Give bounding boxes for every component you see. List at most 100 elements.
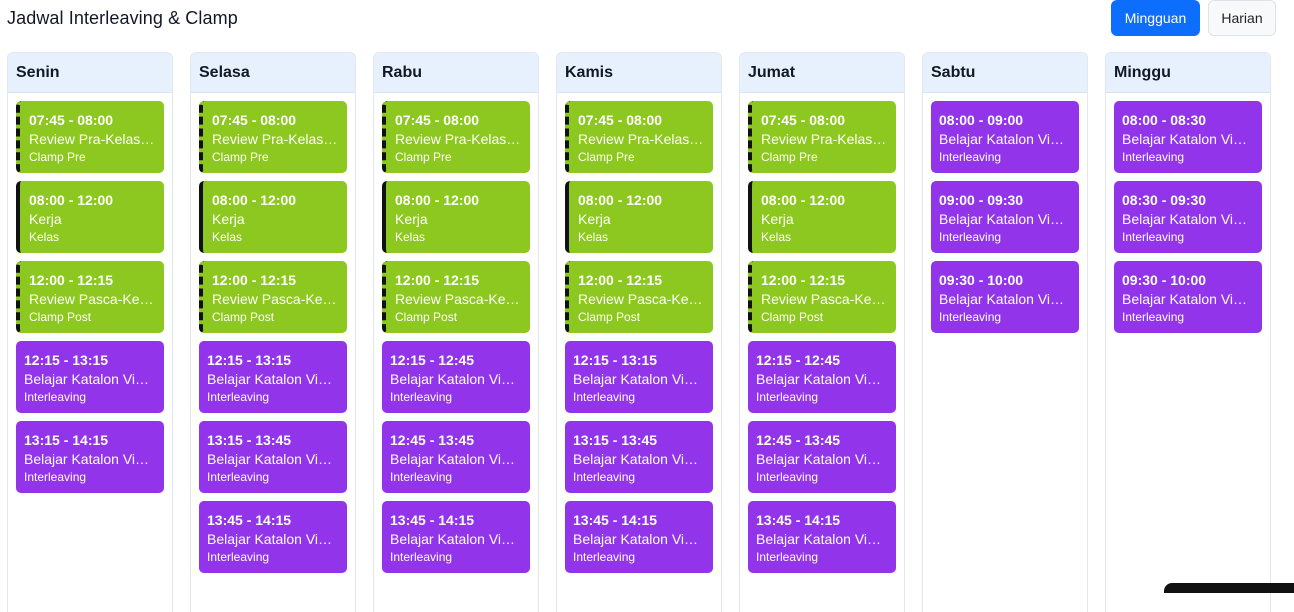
event-time: 08:00 - 12:00 (395, 191, 522, 209)
event-title: Review Pasca-Kelas... (212, 289, 339, 309)
event-title: Review Pra-Kelas K... (212, 129, 339, 149)
event-time: 12:15 - 13:15 (207, 351, 339, 369)
event-tag: Clamp Post (29, 309, 156, 325)
event-tag: Interleaving (756, 549, 888, 565)
event-title: Belajar Katalon Vide... (939, 289, 1071, 309)
event-time: 13:45 - 14:15 (207, 511, 339, 529)
event-title: Belajar Katalon Vide... (207, 529, 339, 549)
event-tag: Interleaving (573, 389, 705, 405)
event-title: Belajar Katalon Vide... (24, 369, 156, 389)
event-time: 13:15 - 13:45 (573, 431, 705, 449)
event-title: Belajar Katalon Vide... (390, 529, 522, 549)
event-tag: Interleaving (1122, 309, 1254, 325)
daily-view-button[interactable]: Harian (1208, 0, 1276, 36)
event-title: Belajar Katalon Vide... (756, 369, 888, 389)
day-header: Kamis (557, 53, 721, 93)
event-time: 07:45 - 08:00 (761, 111, 888, 129)
event-tag: Interleaving (1122, 149, 1254, 165)
event-tag: Interleaving (207, 549, 339, 565)
event-tag: Kelas (578, 229, 705, 245)
event-tag: Interleaving (939, 229, 1071, 245)
event-tag: Clamp Pre (212, 149, 339, 165)
event-time: 13:15 - 14:15 (24, 431, 156, 449)
event-title: Kerja (395, 209, 522, 229)
event-time: 12:15 - 12:45 (756, 351, 888, 369)
event-title: Review Pra-Kelas K... (578, 129, 705, 149)
event-tag: Interleaving (939, 309, 1071, 325)
day-header: Minggu (1106, 53, 1270, 93)
event-time: 08:30 - 09:30 (1122, 191, 1254, 209)
page-header: Jadwal Interleaving & Clamp Mingguan Har… (0, 0, 1294, 44)
event-tag: Kelas (212, 229, 339, 245)
event-time: 08:00 - 12:00 (761, 191, 888, 209)
event-time: 12:45 - 13:45 (390, 431, 522, 449)
event-title: Belajar Katalon Vide... (1122, 129, 1254, 149)
event-tag: Interleaving (24, 389, 156, 405)
event-title: Kerja (578, 209, 705, 229)
event-title: Belajar Katalon Vide... (573, 449, 705, 469)
event-title: Belajar Katalon Vide... (390, 449, 522, 469)
event-time: 09:30 - 10:00 (939, 271, 1071, 289)
event-time: 08:00 - 12:00 (578, 191, 705, 209)
event-tag: Clamp Post (212, 309, 339, 325)
event-time: 12:45 - 13:45 (756, 431, 888, 449)
event-time: 08:00 - 08:30 (1122, 111, 1254, 129)
event-time: 09:00 - 09:30 (939, 191, 1071, 209)
weekly-view-button[interactable]: Mingguan (1111, 0, 1200, 36)
event-title: Belajar Katalon Vide... (390, 369, 522, 389)
event-tag: Interleaving (1122, 229, 1254, 245)
event-title: Review Pasca-Kelas... (395, 289, 522, 309)
event-time: 12:00 - 12:15 (212, 271, 339, 289)
event-title: Review Pasca-Kelas... (578, 289, 705, 309)
event-time: 08:00 - 12:00 (29, 191, 156, 209)
event-time: 08:00 - 09:00 (939, 111, 1071, 129)
event-title: Belajar Katalon Vide... (207, 449, 339, 469)
event-time: 12:15 - 13:15 (573, 351, 705, 369)
event-tag: Interleaving (756, 389, 888, 405)
event-title: Review Pra-Kelas K... (395, 129, 522, 149)
event-tag: Clamp Pre (761, 149, 888, 165)
event-tag: Interleaving (939, 149, 1071, 165)
